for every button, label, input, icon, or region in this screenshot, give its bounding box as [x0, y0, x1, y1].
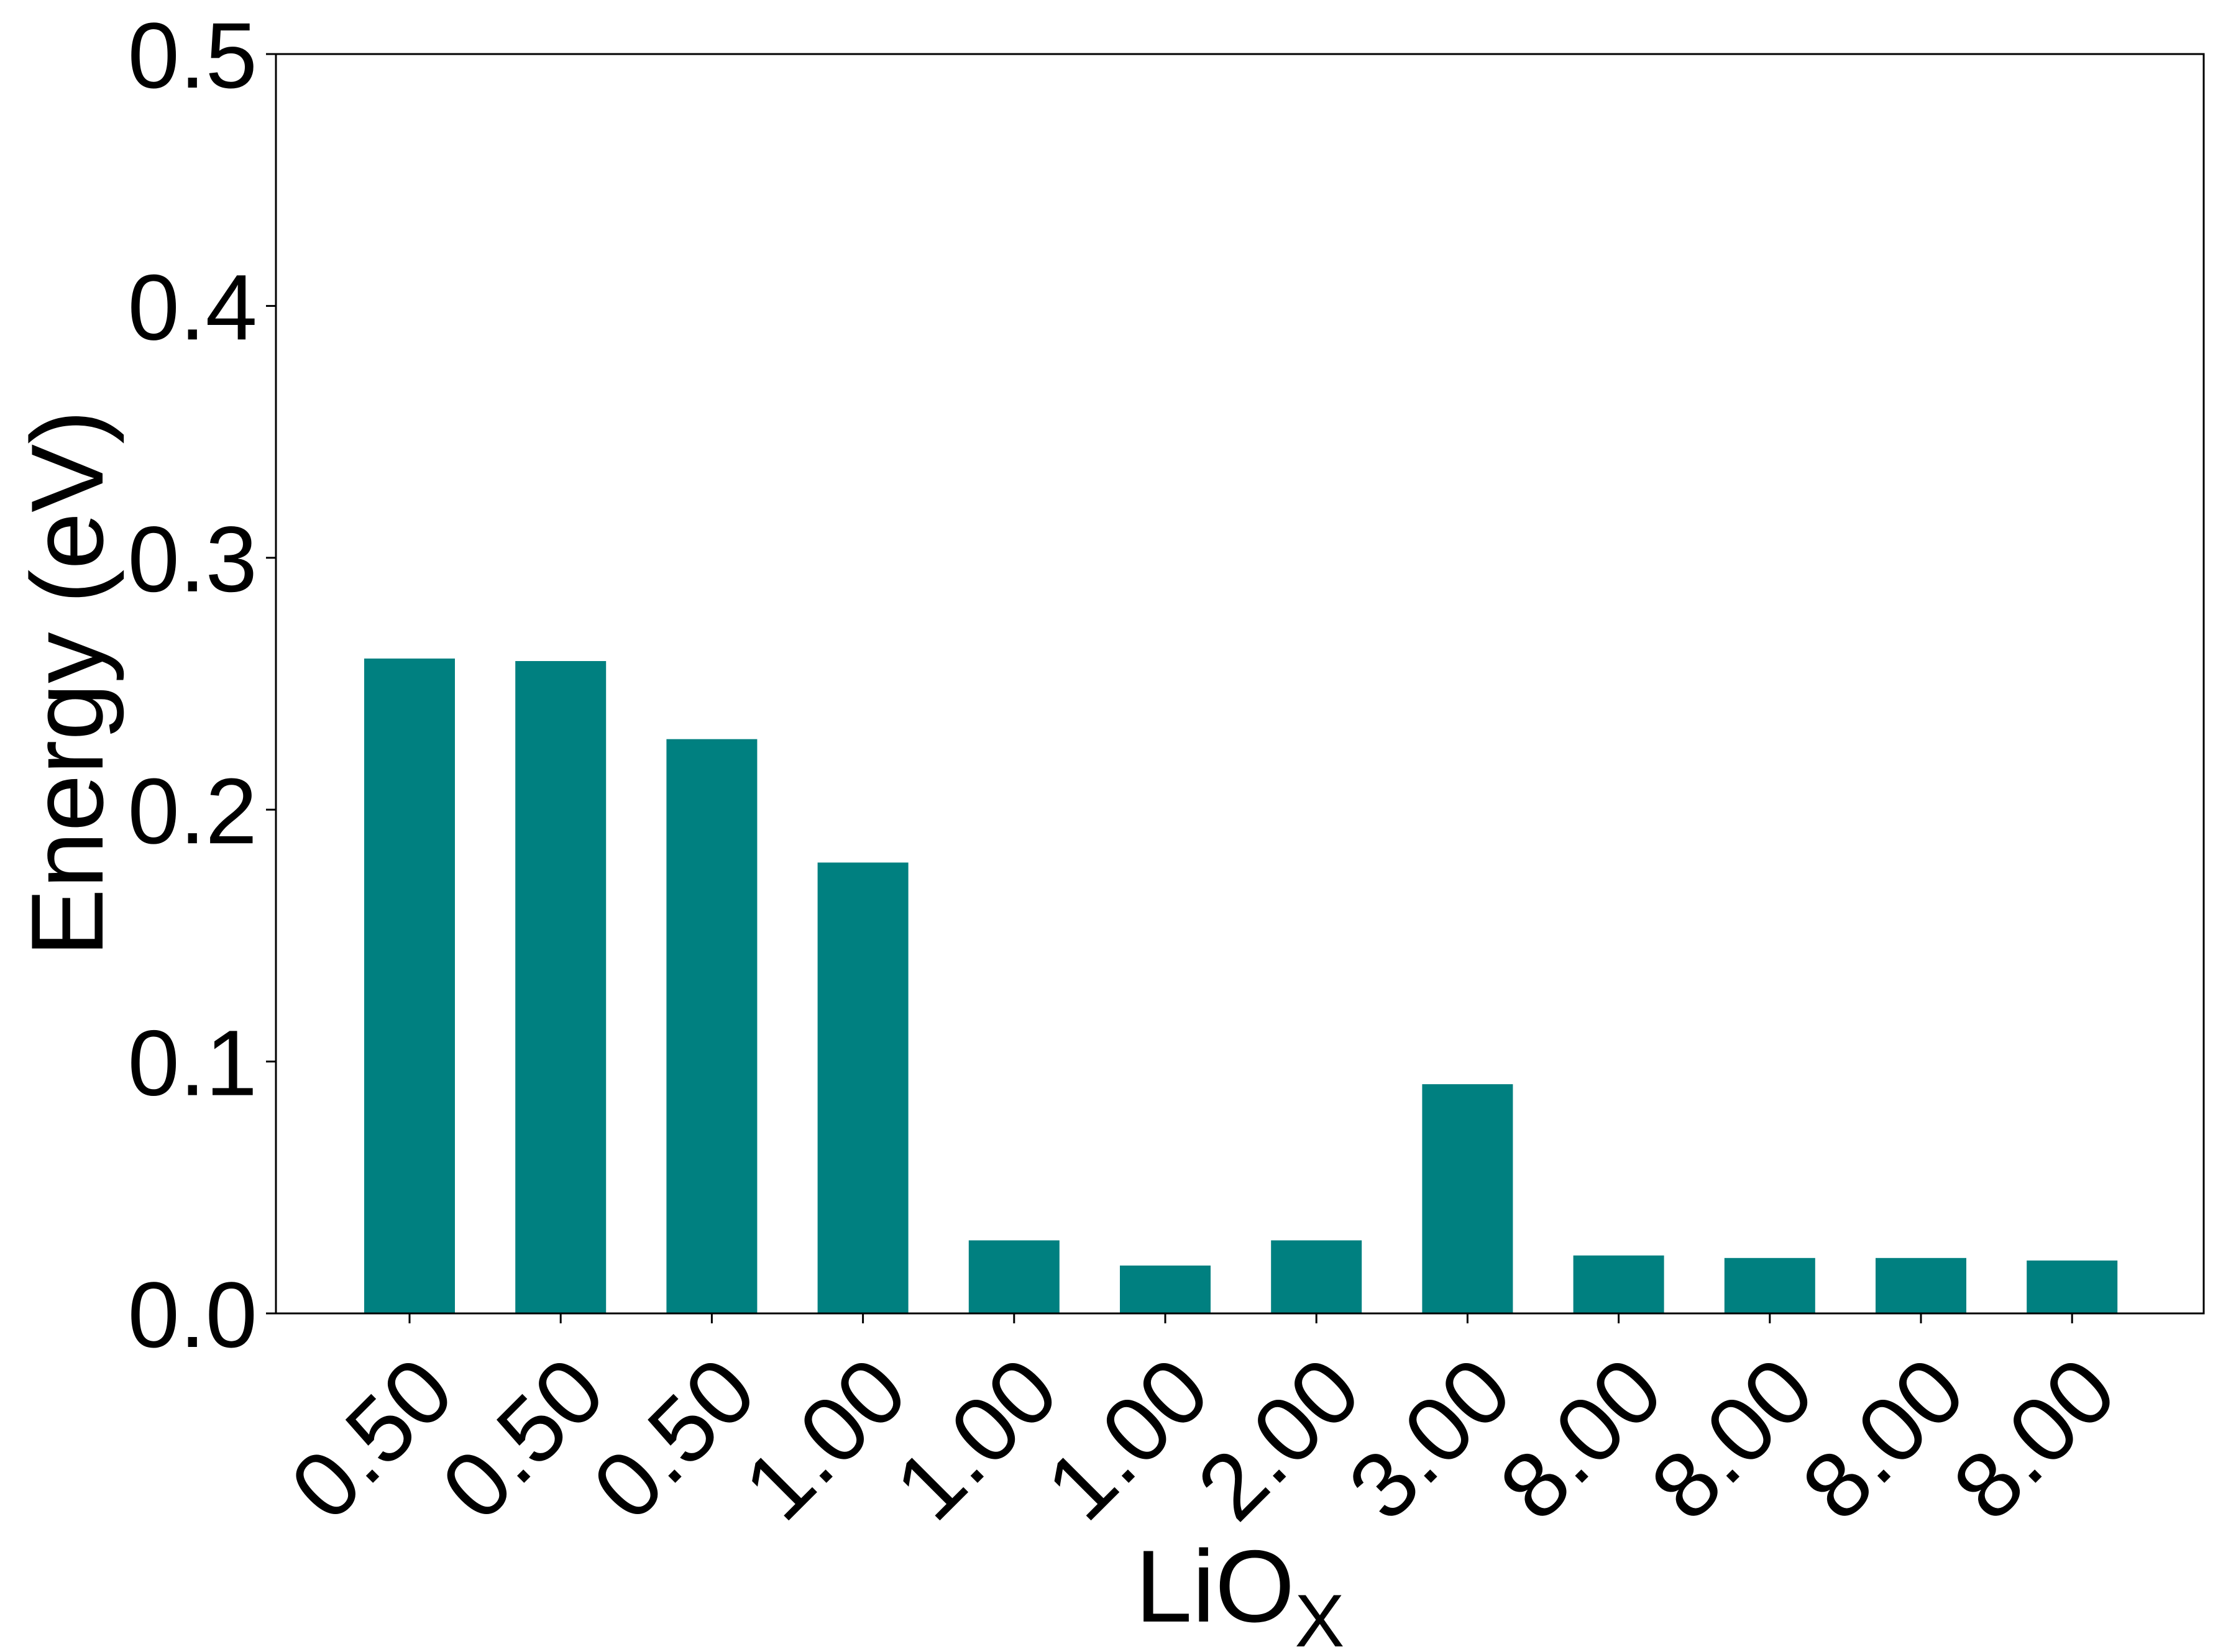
plot-frame	[275, 53, 2205, 1315]
bar-5	[968, 1240, 1060, 1313]
x-tick-label-2: 0.50	[422, 1338, 624, 1540]
bar-8	[1422, 1084, 1513, 1313]
x-axis-label-main: LiO	[1135, 1529, 1295, 1643]
y-tick-label-2: 0.1	[127, 1011, 257, 1115]
bar-11	[1876, 1257, 1966, 1313]
y-axis-label: Energy (eV)	[10, 410, 124, 957]
x-tick-label-12: 8.00	[1933, 1338, 2135, 1540]
x-axis-label-subscript: X	[1295, 1579, 1344, 1652]
x-tick-label-8: 3.00	[1329, 1338, 1531, 1540]
bar-1	[364, 658, 455, 1313]
x-axis-label: LiOX	[1135, 1529, 1345, 1652]
y-axis: 0.0 0.1 0.2 0.3 0.4 0.5	[127, 3, 276, 1367]
bar-7	[1271, 1240, 1362, 1313]
x-tick-label-11: 8.00	[1782, 1338, 1984, 1540]
bar-12	[2027, 1260, 2118, 1313]
x-tick-label-10: 8.00	[1631, 1338, 1833, 1540]
x-tick-label-7: 2.00	[1178, 1338, 1380, 1540]
bars-group	[364, 658, 2118, 1313]
y-tick-label-4: 0.3	[127, 507, 257, 611]
x-tick-label-6: 1.00	[1026, 1338, 1228, 1540]
y-tick-label-1: 0.0	[127, 1262, 257, 1367]
y-tick-label-6: 0.5	[127, 3, 257, 107]
bar-9	[1573, 1255, 1664, 1313]
x-tick-label-5: 1.00	[875, 1338, 1077, 1540]
x-tick-label-9: 8.00	[1480, 1338, 1682, 1540]
x-tick-label-4: 1.00	[724, 1338, 926, 1540]
y-tick-label-5: 0.4	[127, 255, 257, 359]
y-tick-label-3: 0.2	[127, 759, 257, 863]
x-tick-label-3: 0.50	[573, 1338, 775, 1540]
x-axis: 0.500.500.501.001.001.002.003.008.008.00…	[270, 1313, 2135, 1540]
bar-3	[666, 739, 758, 1313]
bar-10	[1724, 1257, 1815, 1313]
bar-6	[1120, 1265, 1211, 1313]
x-tick-label-1: 0.50	[270, 1338, 472, 1540]
bar-2	[515, 661, 607, 1313]
bar-4	[817, 862, 909, 1313]
